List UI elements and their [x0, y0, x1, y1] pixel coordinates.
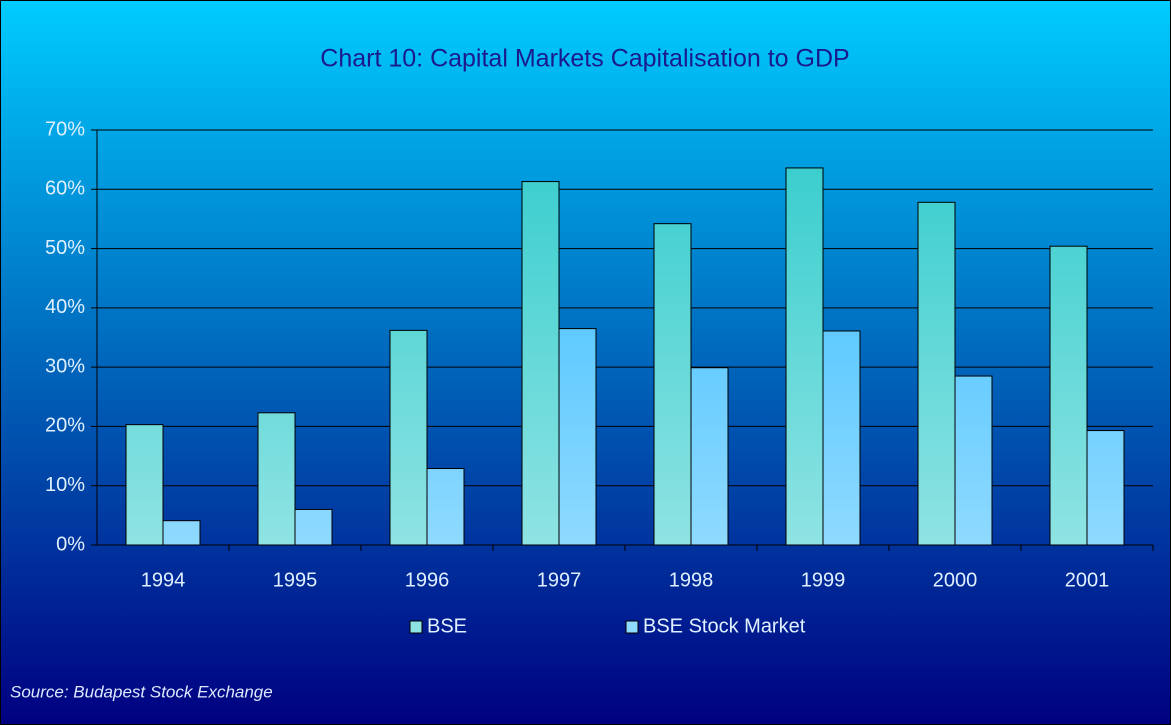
legend-label: BSE [427, 615, 467, 637]
bar [653, 223, 692, 546]
x-tick-label: 1994 [141, 569, 186, 591]
x-tick-label: 1999 [801, 569, 846, 591]
x-tick-label: 1995 [273, 569, 318, 591]
chart-title: Chart 10: Capital Markets Capitalisation… [320, 45, 849, 73]
bar [294, 508, 333, 546]
y-tick-label: 60% [45, 178, 85, 200]
legend-swatch [625, 620, 639, 634]
x-tick-label: 1996 [405, 569, 450, 591]
y-tick-label: 10% [45, 474, 85, 496]
y-tick-label: 50% [45, 237, 85, 259]
bar [257, 412, 296, 546]
y-tick-label: 20% [45, 415, 85, 437]
bar [125, 424, 164, 546]
bar [785, 167, 824, 546]
x-tick-label: 1997 [537, 569, 582, 591]
bar [1049, 245, 1088, 546]
legend-swatch [409, 620, 423, 634]
bar [954, 375, 993, 546]
bar [690, 367, 729, 546]
bar [822, 330, 861, 546]
bar [917, 201, 956, 546]
y-tick-label: 0% [56, 533, 85, 555]
bar [1086, 430, 1125, 546]
bar [426, 468, 465, 546]
source-note: Source: Budapest Stock Exchange [10, 682, 273, 701]
y-tick-label: 40% [45, 296, 85, 318]
x-tick-label: 2000 [933, 569, 978, 591]
bar [389, 329, 428, 546]
x-tick-label: 1998 [669, 569, 714, 591]
bar [521, 181, 560, 546]
y-tick-label: 30% [45, 355, 85, 377]
bar [558, 328, 597, 546]
y-tick-label: 70% [45, 118, 85, 140]
bar [162, 520, 201, 546]
x-tick-label: 2001 [1065, 569, 1110, 591]
legend-label: BSE Stock Market [643, 615, 806, 637]
